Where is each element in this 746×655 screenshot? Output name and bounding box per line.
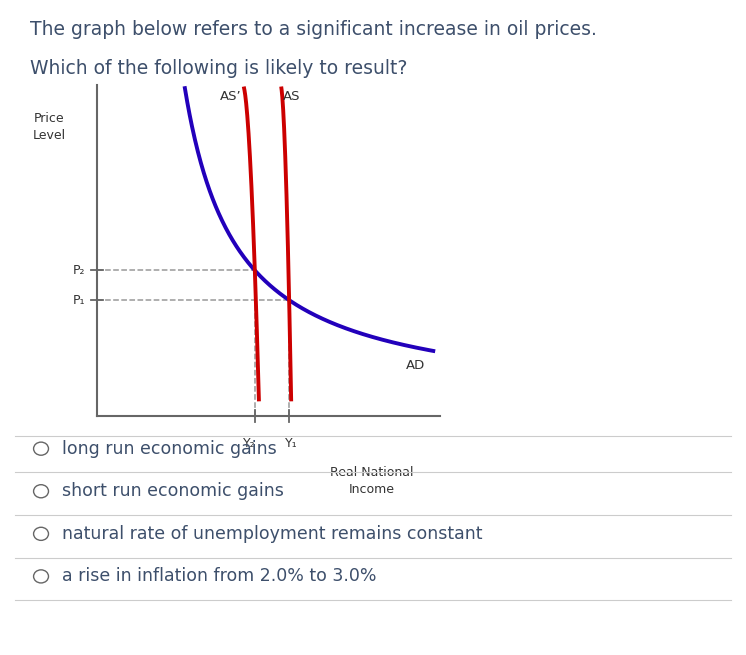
Text: natural rate of unemployment remains constant: natural rate of unemployment remains con… bbox=[62, 525, 483, 543]
Text: P₁: P₁ bbox=[72, 293, 85, 307]
Text: Y₂: Y₂ bbox=[243, 438, 256, 451]
Text: AD: AD bbox=[406, 359, 425, 371]
Text: a rise in inflation from 2.0% to 3.0%: a rise in inflation from 2.0% to 3.0% bbox=[62, 567, 377, 586]
Text: AS: AS bbox=[283, 90, 301, 103]
Text: long run economic gains: long run economic gains bbox=[62, 440, 277, 458]
Text: Price
Level: Price Level bbox=[32, 111, 66, 141]
Text: short run economic gains: short run economic gains bbox=[62, 482, 283, 500]
Text: Which of the following is likely to result?: Which of the following is likely to resu… bbox=[30, 59, 407, 78]
Text: P₂: P₂ bbox=[72, 264, 85, 277]
Text: Real National
Income: Real National Income bbox=[330, 466, 413, 496]
Text: AS’: AS’ bbox=[219, 90, 241, 103]
Text: Y₁: Y₁ bbox=[284, 438, 297, 451]
Text: The graph below refers to a significant increase in oil prices.: The graph below refers to a significant … bbox=[30, 20, 597, 39]
